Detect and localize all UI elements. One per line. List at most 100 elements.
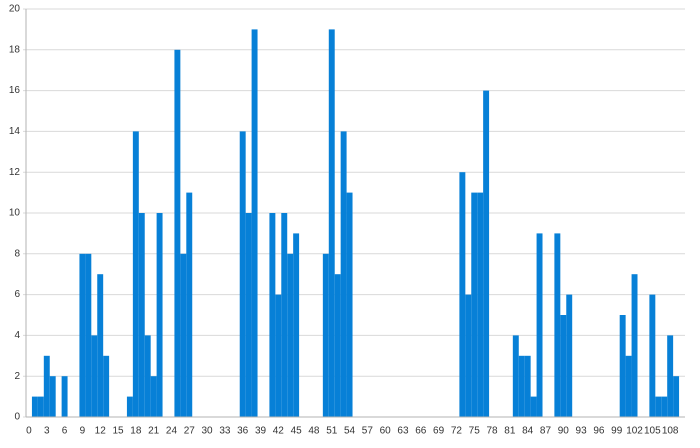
bar (144, 335, 151, 417)
bar (518, 355, 525, 417)
x-tick-label: 87 (540, 426, 552, 437)
bar (180, 253, 187, 417)
bar (655, 396, 662, 417)
bar (85, 253, 92, 417)
x-tick-label: 108 (662, 426, 679, 437)
bar (97, 274, 104, 417)
bar (103, 355, 110, 417)
bar (346, 192, 353, 417)
x-tick-label: 51 (326, 426, 338, 437)
bar (275, 294, 282, 417)
bar (536, 233, 543, 417)
x-tick-label: 81 (504, 426, 516, 437)
bar (661, 396, 668, 417)
bar (566, 294, 573, 417)
x-tick-label: 60 (380, 426, 392, 437)
x-tick-label: 18 (130, 426, 142, 437)
bar (186, 192, 193, 417)
bar (138, 213, 145, 417)
bar (465, 294, 472, 417)
x-tick-label: 78 (486, 426, 498, 437)
bar (269, 213, 276, 417)
bar (530, 396, 537, 417)
x-tick-label: 90 (558, 426, 570, 437)
bar (287, 253, 294, 417)
bar (667, 335, 674, 417)
y-tick-label: 18 (9, 44, 21, 55)
x-tick-label: 9 (80, 426, 86, 437)
x-tick-label: 93 (576, 426, 588, 437)
bar (334, 274, 341, 417)
x-tick-label: 69 (433, 426, 445, 437)
bar (340, 131, 347, 417)
x-tick-label: 72 (451, 426, 463, 437)
bar (91, 335, 98, 417)
x-tick-label: 39 (255, 426, 267, 437)
y-tick-label: 4 (14, 330, 20, 341)
bar (251, 29, 258, 418)
x-tick-label: 3 (44, 426, 50, 437)
bar (293, 233, 300, 417)
bar (625, 355, 632, 417)
y-tick-label: 20 (9, 4, 21, 15)
bar (132, 131, 139, 417)
y-tick-label: 2 (14, 371, 20, 382)
bar (239, 131, 246, 417)
bar (281, 213, 288, 417)
x-tick-label: 0 (26, 426, 32, 437)
y-tick-label: 16 (9, 85, 21, 96)
x-tick-label: 15 (112, 426, 124, 437)
y-tick-label: 0 (14, 412, 20, 423)
x-tick-label: 102 (626, 426, 643, 437)
y-tick-label: 10 (9, 208, 21, 219)
x-tick-label: 21 (148, 426, 160, 437)
x-tick-label: 12 (95, 426, 107, 437)
bar (619, 315, 626, 417)
bar (43, 355, 50, 417)
x-tick-label: 54 (344, 426, 356, 437)
bar (37, 396, 44, 417)
x-tick-label: 24 (166, 426, 178, 437)
bar (560, 315, 567, 417)
bar (471, 192, 478, 417)
x-tick-label: 84 (522, 426, 534, 437)
x-tick-label: 6 (62, 426, 68, 437)
bar (31, 396, 38, 417)
bar (61, 376, 68, 417)
bar (126, 396, 133, 417)
bar (245, 213, 252, 417)
bar (150, 376, 157, 417)
bar (79, 253, 86, 417)
x-tick-label: 63 (397, 426, 409, 437)
x-tick-label: 48 (308, 426, 320, 437)
bar (156, 213, 163, 417)
bar (477, 192, 484, 417)
bar (554, 233, 561, 417)
bar (524, 355, 531, 417)
y-tick-label: 12 (9, 167, 21, 178)
bar (49, 376, 56, 417)
x-tick-label: 27 (184, 426, 196, 437)
x-tick-label: 57 (362, 426, 374, 437)
x-tick-label: 96 (593, 426, 605, 437)
x-tick-label: 36 (237, 426, 249, 437)
bar (673, 376, 680, 417)
x-tick-label: 42 (273, 426, 285, 437)
bar (328, 29, 335, 418)
bar (459, 172, 466, 417)
bar (174, 49, 181, 418)
x-tick-label: 66 (415, 426, 427, 437)
bar (322, 253, 329, 417)
y-tick-label: 8 (14, 248, 20, 259)
y-tick-label: 14 (9, 126, 21, 137)
bar (649, 294, 656, 417)
x-tick-label: 45 (291, 426, 303, 437)
x-tick-label: 105 (644, 426, 661, 437)
x-tick-label: 99 (611, 426, 623, 437)
y-tick-label: 6 (14, 289, 20, 300)
bar (631, 274, 638, 417)
x-tick-label: 75 (469, 426, 481, 437)
bar (483, 90, 490, 417)
